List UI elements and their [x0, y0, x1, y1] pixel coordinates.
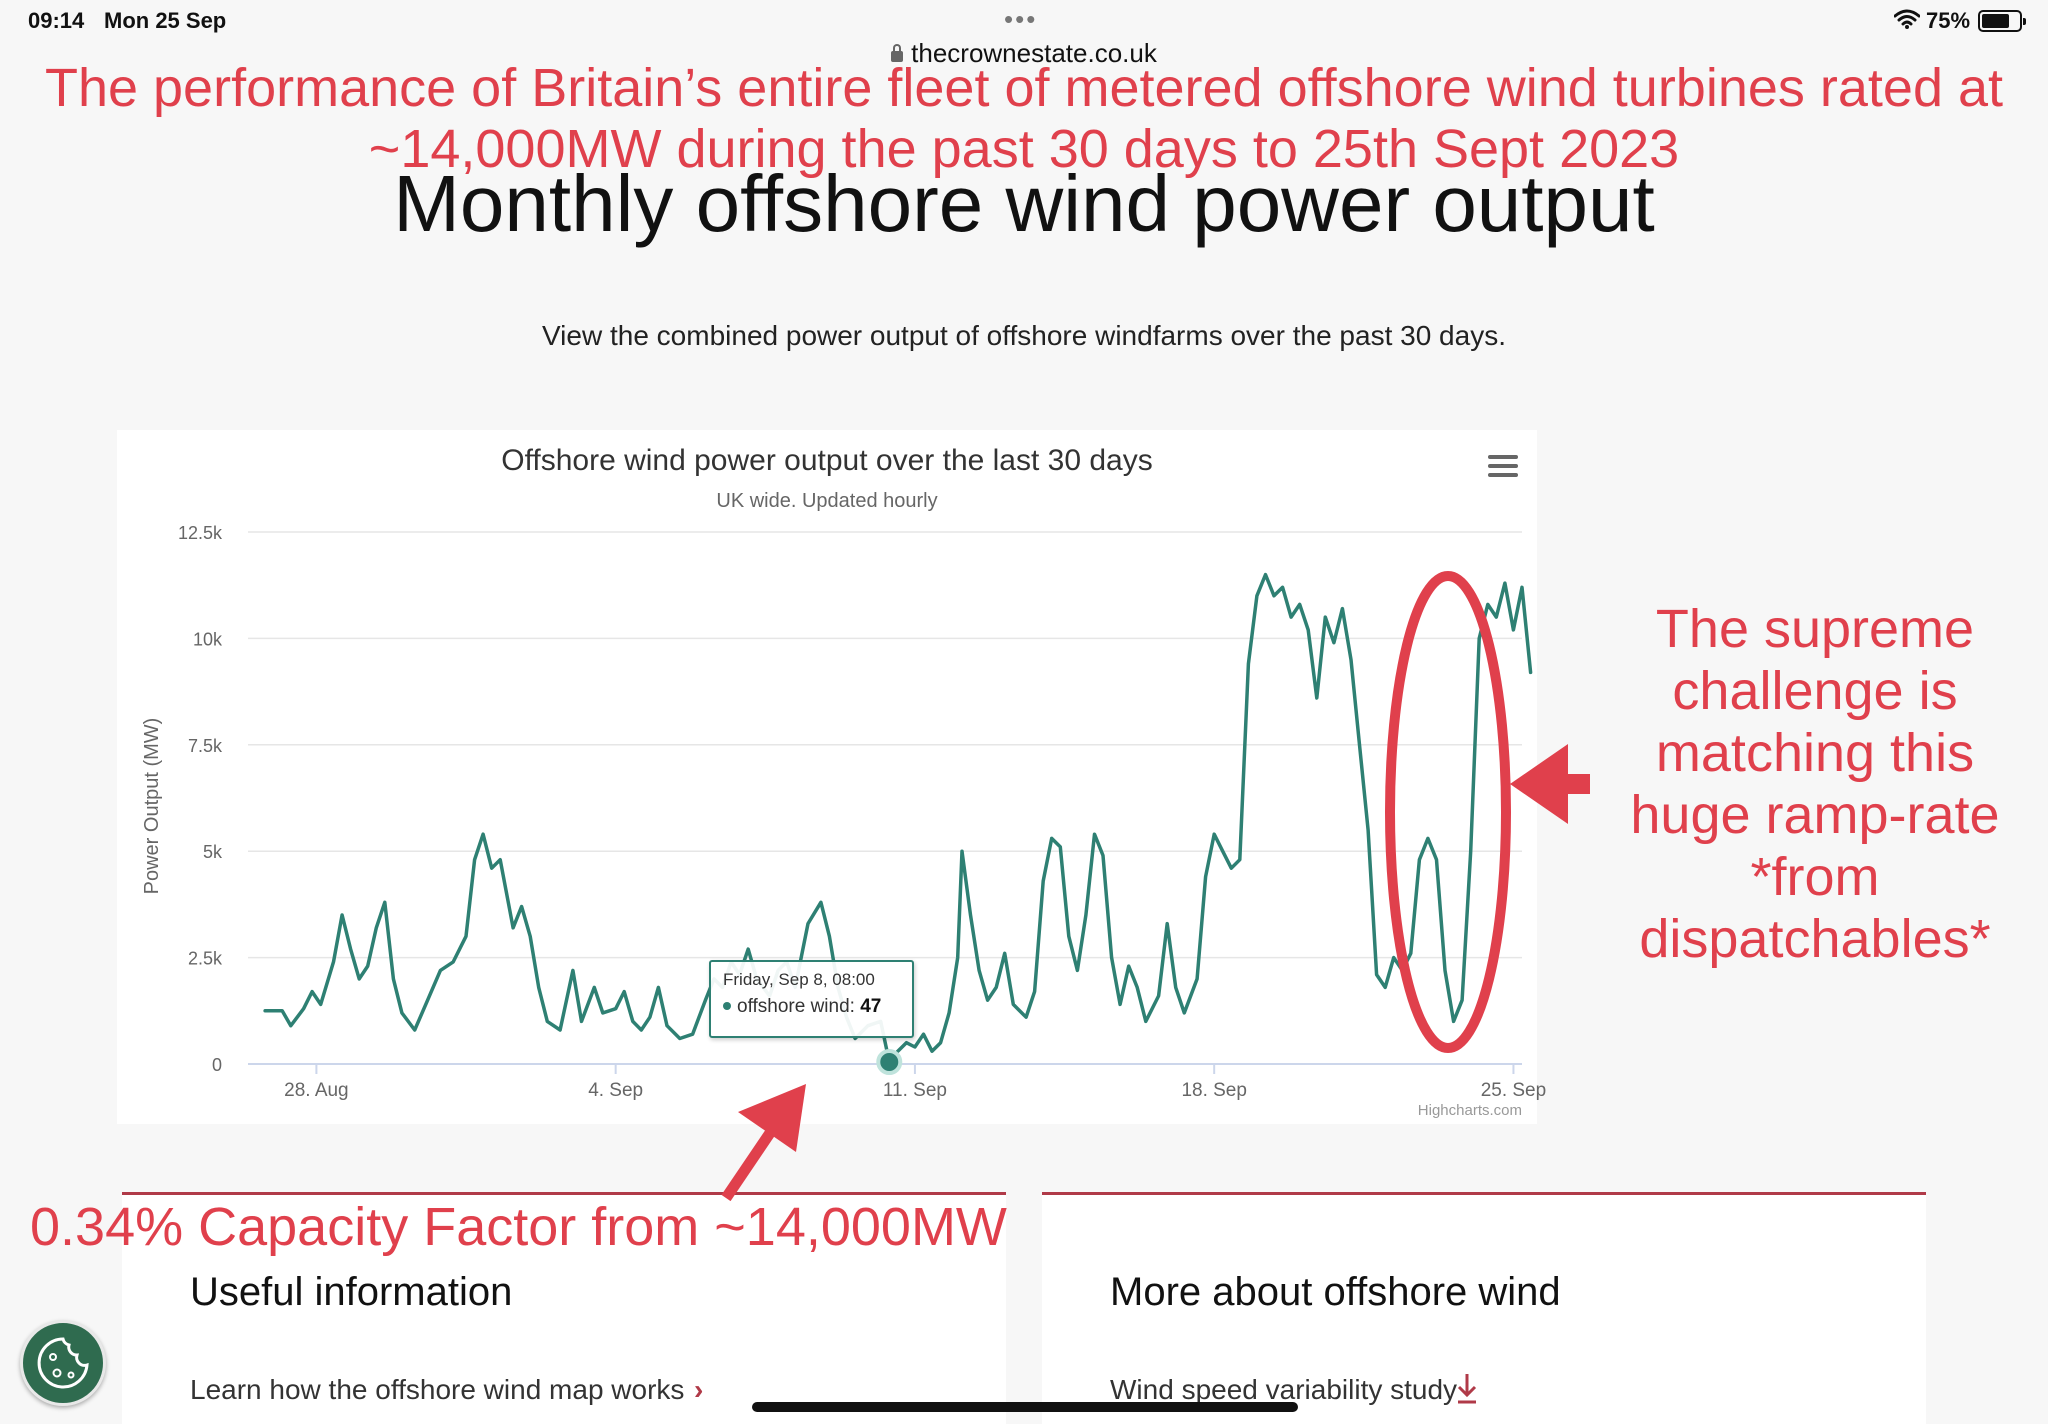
more-options-icon[interactable]: •••	[1004, 4, 1038, 34]
y-tick-label: 5k	[203, 842, 223, 862]
y-tick-label: 12.5k	[178, 523, 223, 543]
download-icon[interactable]	[1456, 1372, 1478, 1406]
tooltip-series-name: offshore wind	[737, 996, 850, 1017]
chart-tooltip: Friday, Sep 8, 08:00 offshore wind: 47	[709, 960, 914, 1038]
tooltip-value: 47	[860, 996, 882, 1017]
y-axis-label: Power Output (MW)	[141, 718, 163, 895]
chart-menu-icon[interactable]	[1488, 455, 1518, 479]
chevron-right-icon[interactable]: ›	[694, 1374, 704, 1405]
annotation-side: The supreme challenge is matching this h…	[1630, 599, 2000, 969]
y-tick-label: 2.5k	[188, 949, 223, 969]
y-tick-label: 0	[212, 1055, 222, 1075]
chart-credit[interactable]: Highcharts.com	[1417, 1102, 1522, 1119]
page-subtitle: View the combined power output of offsho…	[542, 320, 1506, 351]
wind-variability-link[interactable]: Wind speed variability study	[1110, 1374, 1458, 1405]
x-tick-label: 28. Aug	[284, 1080, 348, 1101]
status-time: 09:14	[28, 8, 85, 33]
tooltip-series: offshore wind: 47	[723, 996, 900, 1018]
chart-subtitle: UK wide. Updated hourly	[716, 490, 938, 512]
more-about-card	[1042, 1192, 1926, 1424]
home-indicator[interactable]	[752, 1402, 1298, 1412]
lock-icon	[891, 44, 904, 62]
chart-title: Offshore wind power output over the last…	[501, 444, 1153, 477]
highlighted-data-point[interactable]	[876, 1048, 903, 1075]
x-tick-label: 18. Sep	[1181, 1080, 1247, 1101]
annotation-capacity: 0.34% Capacity Factor from ~14,000MW	[30, 1197, 1007, 1257]
y-tick-label: 10k	[193, 629, 223, 649]
series-line-offshore-wind	[263, 572, 1533, 1064]
cookie-settings-button[interactable]	[20, 1320, 106, 1406]
battery-percentage: 75%	[1926, 8, 1971, 33]
offshore-map-link[interactable]: Learn how the offshore wind map works	[190, 1374, 685, 1405]
series-dot-icon	[723, 1002, 731, 1010]
useful-information-title: Useful information	[190, 1270, 513, 1314]
address-bar[interactable]: thecrownestate.co.uk	[0, 38, 2048, 69]
more-about-title: More about offshore wind	[1110, 1270, 1561, 1314]
page-title: Monthly offshore wind power output	[393, 159, 1655, 248]
y-tick-label: 7.5k	[188, 736, 223, 756]
x-tick-label: 25. Sep	[1481, 1080, 1547, 1101]
status-date: Mon 25 Sep	[104, 8, 227, 33]
tooltip-date: Friday, Sep 8, 08:00	[723, 970, 875, 989]
x-tick-label: 4. Sep	[588, 1080, 643, 1101]
url-text: thecrownestate.co.uk	[911, 38, 1157, 68]
cookie-icon	[37, 1337, 89, 1389]
battery-icon	[1978, 10, 2026, 32]
useful-information-card	[122, 1192, 1006, 1424]
x-tick-label: 11. Sep	[883, 1080, 947, 1101]
annotation-headline: The performance of Britain’s entire flee…	[44, 58, 2004, 179]
wifi-icon	[1894, 9, 1920, 29]
